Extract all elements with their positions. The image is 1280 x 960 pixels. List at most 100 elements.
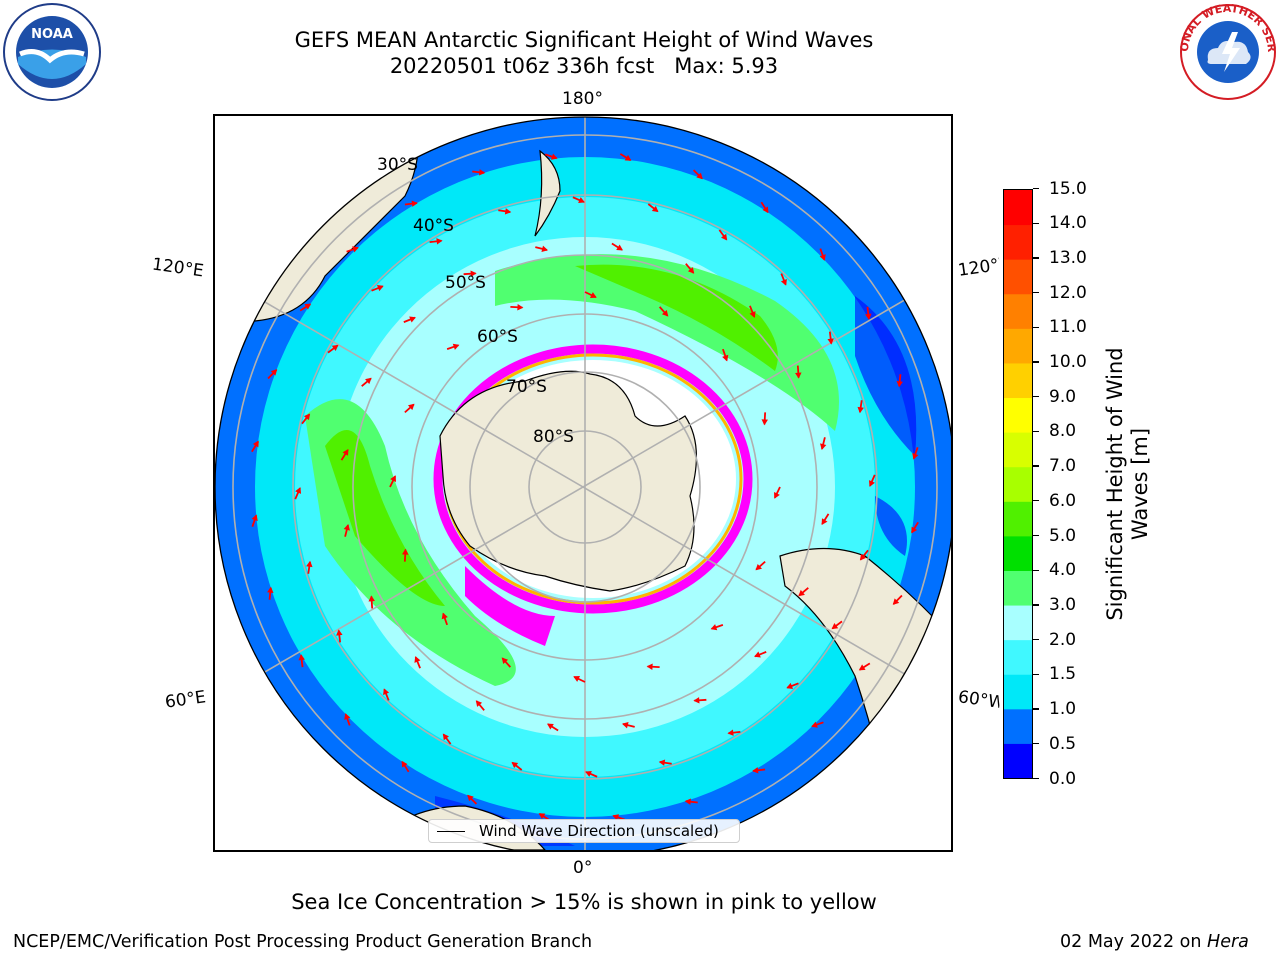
- wave-arrow-head: [795, 372, 802, 379]
- wave-arrow-head: [780, 278, 787, 286]
- legend-line-swatch: [437, 831, 465, 832]
- wave-arrow-head: [336, 629, 343, 636]
- colorbar-swatch: [1004, 397, 1032, 433]
- footer-date-text: 02 May 2022 on: [1060, 932, 1208, 952]
- lat-label-70s: 70°S: [506, 377, 547, 397]
- footer-branch: NCEP/EMC/Verification Post Processing Pr…: [13, 932, 593, 952]
- chart-title: GEFS MEAN Antarctic Significant Height o…: [294, 28, 874, 52]
- wave-arrow-head: [755, 563, 763, 571]
- colorbar-swatch: [1004, 639, 1032, 675]
- wave-arrow-head: [547, 723, 554, 730]
- wave-arrow-head: [390, 475, 397, 483]
- noaa-logo: NOAA: [2, 2, 102, 102]
- wave-arrow-head: [267, 586, 274, 594]
- wave-arrow-head: [411, 200, 418, 207]
- wave-arrow-head: [407, 403, 415, 411]
- colorbar-tick-label: 1.0: [1033, 701, 1076, 718]
- wave-arrow-head: [401, 760, 408, 768]
- colorbar-swatch: [1004, 708, 1032, 744]
- wave-arrow-head: [352, 246, 359, 253]
- wave-arrow-head: [578, 197, 585, 204]
- colorbar-swatch: [1004, 432, 1032, 468]
- wave-arrow-head: [541, 245, 548, 252]
- lat-label-40s: 40°S: [413, 216, 454, 236]
- chart-subtitle: 20220501 t06z 336h fcst Max: 5.93: [389, 54, 779, 78]
- colorbar-tick-label: 12.0: [1033, 284, 1087, 302]
- wave-arrow-head: [868, 480, 875, 487]
- colorbar-tick-label: 9.0: [1033, 388, 1076, 406]
- wave-arrow-head: [696, 172, 703, 180]
- wave-arrow-head: [661, 309, 669, 317]
- wave-arrow-head: [749, 311, 756, 318]
- colorbar-tick-label: 5.0: [1033, 527, 1076, 545]
- wave-arrow-head: [478, 169, 486, 176]
- colorbar-swatch: [1004, 674, 1032, 710]
- wave-arrow-head: [252, 440, 259, 448]
- colorbar-tick-label: 8.0: [1033, 423, 1076, 440]
- wave-arrow-head: [365, 377, 372, 385]
- lat-label-60s: 60°S: [477, 327, 518, 347]
- colorbar-tick-label: 11.0: [1033, 319, 1087, 336]
- colorbar-swatch: [1004, 259, 1032, 295]
- colorbar-tick-label: 6.0: [1033, 492, 1076, 510]
- noaa-logo-text: NOAA: [31, 27, 73, 42]
- wave-arrow-head: [684, 798, 692, 805]
- wave-arrow-head: [504, 208, 512, 215]
- wave-arrow-head: [470, 270, 477, 277]
- wave-arrow-head: [911, 526, 918, 534]
- colorbar-swatch: [1004, 466, 1032, 502]
- wave-arrow-head: [811, 721, 818, 728]
- map-panel: 30°S 40°S 50°S 60°S 70°S 80°S: [213, 114, 956, 858]
- colorbar-tick-label: 4.0: [1033, 562, 1076, 579]
- colorbar-swatch: [1004, 362, 1032, 399]
- colorbar-swatches: [1004, 190, 1032, 779]
- colorbar-swatch: [1004, 605, 1032, 641]
- colorbar-tick-label: 7.0: [1033, 458, 1076, 475]
- wave-arrow-head: [589, 292, 597, 299]
- wave-arrow-head: [892, 598, 900, 605]
- wave-arrow-head: [442, 733, 449, 741]
- colorbar-swatch: [1004, 501, 1032, 537]
- wave-arrow-head: [612, 814, 620, 821]
- wave-arrow-head: [501, 657, 509, 665]
- wave-arrow-head: [383, 688, 390, 696]
- wave-arrow-head: [344, 713, 351, 720]
- lon-label-60e: 60°E: [163, 687, 208, 713]
- wave-arrow-head: [304, 303, 312, 310]
- wave-arrow-head: [368, 595, 375, 602]
- wave-arrow-head: [573, 675, 581, 682]
- lat-label-50s: 50°S: [445, 273, 486, 293]
- colorbar-tick-label: 10.0: [1033, 354, 1087, 371]
- wave-arrow-head: [798, 589, 805, 597]
- wave-arrow-head: [721, 233, 728, 241]
- footer-machine: Hera: [1207, 932, 1249, 952]
- wave-arrow-head: [270, 369, 278, 376]
- wave-arrow-head: [646, 663, 653, 670]
- lat-label-80s: 80°S: [533, 427, 574, 447]
- wave-arrow-head: [687, 267, 695, 274]
- wave-arrow-head: [752, 767, 759, 774]
- wave-arrow-head: [786, 682, 794, 689]
- wave-arrow-head: [761, 419, 768, 426]
- wave-arrow-head: [773, 491, 780, 499]
- wave-arrow-head: [436, 238, 443, 245]
- wave-arrow-head: [762, 206, 769, 214]
- wave-arrow-head: [331, 344, 339, 351]
- lon-label-120w: 120°W: [956, 255, 1002, 281]
- wave-arrow-head: [414, 656, 421, 663]
- colorbar-tick-label: 3.0: [1033, 596, 1076, 614]
- wave-arrow-head: [306, 560, 313, 568]
- wave-arrow-head: [295, 487, 302, 494]
- colorbar-swatch: [1004, 570, 1032, 606]
- wave-arrow-head: [722, 354, 729, 362]
- wave-arrow-head: [858, 664, 866, 671]
- colorbar-tick-label: 0.5: [1033, 735, 1076, 753]
- colorbar-tick-label: 13.0: [1033, 249, 1087, 267]
- colorbar-tick-label: 1.5: [1033, 666, 1076, 683]
- wave-arrow-head: [298, 654, 305, 661]
- sea-ice-note: Sea Ice Concentration > 15% is shown in …: [291, 890, 877, 914]
- lon-label-0: 0°: [573, 858, 593, 878]
- colorbar-swatch: [1004, 328, 1032, 364]
- wave-arrow-head: [821, 518, 828, 525]
- colorbar-tick-label: 0.0: [1033, 770, 1076, 788]
